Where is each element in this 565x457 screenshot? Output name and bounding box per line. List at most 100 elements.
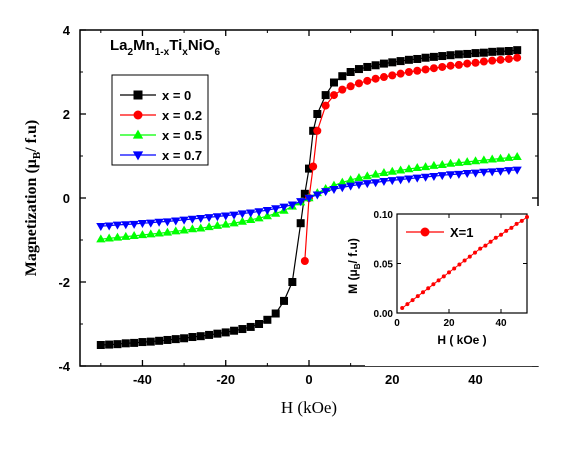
- data-point-2: [437, 160, 447, 169]
- data-point-3: [279, 203, 289, 212]
- data-point-3: [104, 222, 114, 231]
- data-point-2: [396, 165, 406, 174]
- inset-data-point-0: [431, 282, 436, 287]
- data-point-0: [513, 46, 522, 55]
- inset-data-point-0: [426, 286, 431, 291]
- data-point-2: [479, 155, 489, 164]
- data-point-3: [354, 181, 364, 190]
- data-point-3: [462, 170, 472, 179]
- data-point-0: [113, 340, 122, 349]
- data-point-3: [271, 205, 281, 214]
- data-point-3: [495, 167, 506, 176]
- y-tick-label: 0: [63, 191, 70, 206]
- data-point-3: [112, 221, 123, 230]
- data-point-3: [296, 198, 306, 207]
- data-point-2: [187, 224, 198, 233]
- data-point-0: [205, 330, 214, 339]
- data-point-0: [180, 334, 189, 343]
- data-point-3: [387, 177, 397, 186]
- data-point-3: [304, 194, 314, 203]
- inset-x-axis-title: H ( kOe ): [437, 333, 486, 347]
- data-point-0: [438, 52, 447, 61]
- data-point-0: [388, 58, 397, 67]
- x-tick-label: 40: [468, 372, 482, 387]
- data-point-0: [105, 340, 114, 349]
- legend: x = 0 x = 0.2 x = 0.5 x = 0.7: [120, 88, 202, 163]
- data-point-2: [429, 160, 439, 169]
- data-point-0: [196, 332, 205, 341]
- data-point-2: [246, 215, 256, 224]
- x-tick-label: -40: [133, 372, 152, 387]
- data-point-3: [187, 215, 198, 224]
- legend-label-2: x = 0.5: [162, 128, 202, 143]
- data-point-1: [504, 54, 513, 63]
- data-point-0: [155, 336, 164, 345]
- data-point-0: [263, 315, 272, 324]
- data-point-1: [396, 69, 405, 78]
- data-point-1: [346, 82, 355, 91]
- data-point-2: [96, 234, 106, 243]
- data-point-2: [162, 227, 173, 236]
- data-point-3: [479, 168, 489, 177]
- data-point-2: [379, 168, 389, 176]
- data-point-1: [513, 53, 522, 62]
- data-point-0: [96, 341, 105, 349]
- data-point-0: [429, 52, 438, 61]
- inset-data-point-0: [436, 278, 441, 283]
- main-series: [96, 46, 522, 349]
- inset-data-point-0: [519, 218, 524, 223]
- inset-data-point-0: [493, 235, 498, 240]
- data-point-3: [129, 220, 139, 229]
- data-point-0: [338, 72, 347, 81]
- inset-series: [400, 214, 529, 311]
- data-point-3: [262, 206, 272, 215]
- data-point-1: [309, 162, 318, 171]
- data-point-3: [379, 178, 389, 186]
- data-point-3: [137, 220, 148, 228]
- data-point-2: [196, 223, 206, 232]
- data-point-2: [354, 173, 364, 182]
- data-point-2: [487, 154, 497, 163]
- data-point-0: [488, 47, 497, 56]
- legend-box: [111, 74, 209, 166]
- inset-x-tick-label: 40: [495, 318, 507, 329]
- data-point-0: [379, 59, 388, 68]
- data-point-2: [495, 153, 506, 162]
- data-point-3: [171, 217, 181, 226]
- data-point-3: [312, 191, 322, 200]
- x-tick-label: -20: [216, 372, 235, 387]
- data-point-3: [454, 170, 464, 179]
- data-point-3: [212, 213, 222, 222]
- data-point-1: [300, 257, 309, 265]
- inset-y-tick-label: 0.05: [374, 260, 394, 271]
- data-point-1: [446, 61, 455, 70]
- data-point-3: [420, 173, 431, 182]
- data-point-1: [463, 59, 472, 68]
- data-point-0: [463, 49, 472, 58]
- data-point-2: [462, 157, 472, 166]
- data-point-1: [363, 76, 372, 85]
- data-point-3: [237, 210, 247, 219]
- inset-data-point-0: [457, 262, 462, 267]
- data-point-2: [512, 152, 522, 161]
- data-point-2: [229, 218, 239, 227]
- data-point-2: [121, 231, 131, 240]
- data-point-0: [280, 296, 289, 305]
- inset-data-point-0: [509, 225, 514, 230]
- data-point-0: [309, 126, 318, 135]
- inset-legend: X=1: [406, 225, 474, 240]
- data-point-0: [246, 322, 255, 331]
- y-tick-label: -4: [58, 359, 70, 374]
- x-axis-title: H (kOe): [281, 398, 337, 417]
- legend-marker-2: [132, 129, 144, 139]
- inset-y-tick-label: 0.00: [374, 309, 394, 320]
- inset-data-point-0: [462, 258, 467, 263]
- data-point-2: [470, 156, 481, 165]
- legend-marker-1: [133, 110, 143, 120]
- data-point-0: [321, 91, 330, 100]
- data-point-2: [412, 162, 422, 171]
- inset-y-axis-title: M (μB/ f.u): [346, 238, 362, 294]
- data-point-0: [354, 65, 363, 74]
- data-point-0: [130, 338, 139, 347]
